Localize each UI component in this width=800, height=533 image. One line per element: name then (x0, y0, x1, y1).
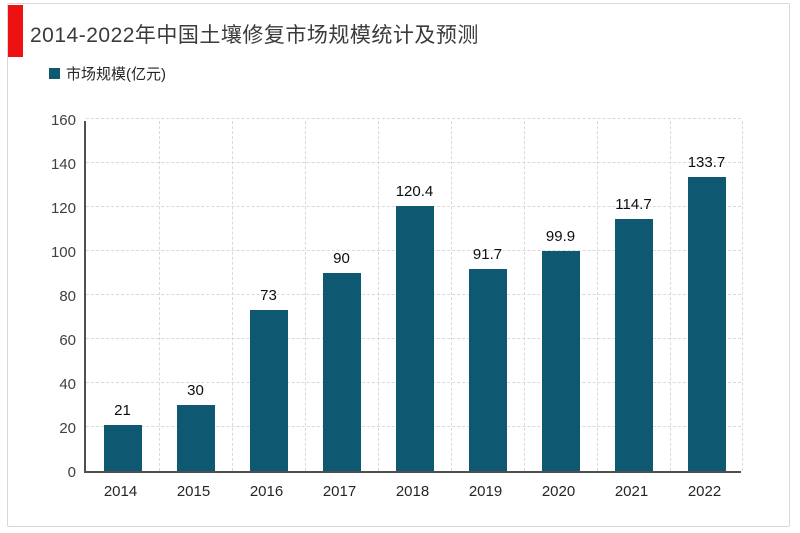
x-tick-2014: 2014 (103, 483, 138, 500)
x-tick-2016: 2016 (249, 483, 284, 500)
vertical-gridline (597, 121, 598, 471)
bar-2018 (395, 206, 434, 471)
x-tick-2022: 2022 (687, 483, 722, 500)
bar-value-label-2017: 90 (333, 250, 350, 267)
bar-value-label-2020: 99.9 (545, 228, 576, 246)
bar-2021 (614, 218, 653, 471)
bar-2014 (103, 424, 142, 471)
bar-2017 (322, 273, 361, 471)
chart-legend: 市场规模(亿元) (49, 63, 166, 84)
vertical-gridline (670, 121, 671, 471)
y-tick-100: 100 (50, 244, 76, 261)
vertical-gridline (159, 121, 160, 471)
y-tick-40: 40 (59, 376, 76, 393)
bar-value-label-2018: 120.4 (395, 183, 434, 201)
y-tick-120: 120 (50, 200, 76, 217)
bar-value-label-2014: 21 (114, 401, 131, 419)
y-tick-160: 160 (50, 112, 76, 129)
vertical-gridline (451, 121, 452, 471)
bar-value-label-2015: 30 (187, 382, 204, 399)
vertical-gridline (305, 121, 306, 471)
vertical-gridline (742, 121, 743, 471)
y-tick-0: 0 (67, 464, 76, 481)
horizontal-gridline (86, 162, 741, 163)
y-tick-140: 140 (50, 156, 76, 173)
x-tick-2021: 2021 (614, 483, 649, 500)
x-tick-2015: 2015 (176, 483, 211, 500)
bar-2020 (541, 251, 580, 471)
y-tick-20: 20 (59, 420, 76, 437)
x-tick-2018: 2018 (395, 483, 430, 500)
title-accent-bar (8, 5, 23, 57)
vertical-gridline (378, 121, 379, 471)
bar-2015 (176, 405, 215, 471)
x-tick-2019: 2019 (468, 483, 503, 500)
x-tick-2017: 2017 (322, 483, 357, 500)
vertical-gridline (524, 121, 525, 471)
bar-2022 (687, 176, 726, 471)
bar-value-label-2022: 133.7 (687, 153, 726, 171)
vertical-gridline (232, 121, 233, 471)
legend-label: 市场规模(亿元) (66, 66, 166, 83)
page-title: 2014-2022年中国土壤修复市场规模统计及预测 (30, 24, 479, 47)
bar-chart-plot-area: 21 30 73 90 120.4 91.7 99.9 114.7 133.7 (84, 118, 743, 473)
bar-value-label-2016: 73 (260, 287, 277, 305)
bar-2016 (249, 310, 288, 471)
legend-swatch-icon (49, 68, 60, 79)
y-tick-60: 60 (59, 332, 76, 349)
bar-value-label-2021: 114.7 (615, 195, 652, 213)
horizontal-gridline (86, 118, 741, 119)
x-tick-2020: 2020 (541, 483, 576, 500)
bar-2019 (468, 269, 507, 471)
bar-value-label-2019: 91.7 (472, 246, 503, 264)
y-tick-80: 80 (59, 288, 76, 305)
